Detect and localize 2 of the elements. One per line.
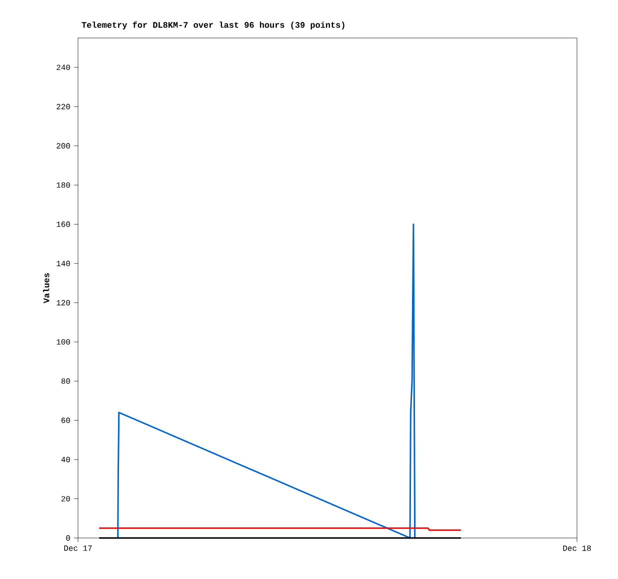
y-axis-title: Values xyxy=(43,273,50,304)
chart-title: Telemetry for DL8KM-7 over last 96 hours (39 points) xyxy=(82,21,344,30)
